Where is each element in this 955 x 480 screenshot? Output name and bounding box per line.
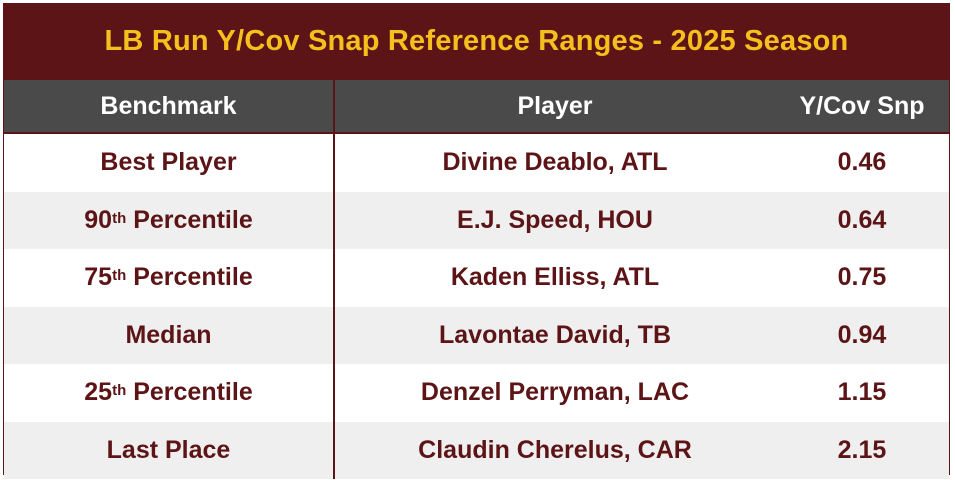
value-cell: 0.94 xyxy=(837,320,887,349)
benchmark-label: 75 xyxy=(84,263,113,292)
header-benchmark: Benchmark xyxy=(4,80,335,132)
table-row: Median Lavontae David, TB 0.94 xyxy=(4,306,949,364)
benchmark-suffix: Percentile xyxy=(126,263,253,292)
player-cell: Kaden Elliss, ATL xyxy=(450,263,660,292)
benchmark-cell: Best Player xyxy=(4,134,335,192)
header-value: Y/Cov Snp xyxy=(799,91,925,120)
header-row: Benchmark Player Y/Cov Snp xyxy=(4,79,949,134)
player-cell: E.J. Speed, HOU xyxy=(457,205,653,234)
value-cell: 0.46 xyxy=(837,148,887,177)
value-cell: 2.15 xyxy=(837,435,887,464)
benchmark-label: Median xyxy=(125,320,212,349)
player-cell: Divine Deablo, ATL xyxy=(442,148,668,177)
benchmark-superscript: th xyxy=(112,209,127,227)
benchmark-cell: Last Place xyxy=(4,421,335,479)
player-cell: Claudin Cherelus, CAR xyxy=(418,435,692,464)
player-cell: Lavontae David, TB xyxy=(439,320,671,349)
reference-table: LB Run Y/Cov Snap Reference Ranges - 202… xyxy=(3,3,950,479)
benchmark-superscript: th xyxy=(112,382,127,400)
value-cell: 0.64 xyxy=(837,205,887,234)
value-cell: 1.15 xyxy=(837,378,887,407)
table-title: LB Run Y/Cov Snap Reference Ranges - 202… xyxy=(104,25,849,57)
benchmark-suffix: Percentile xyxy=(126,205,253,234)
benchmark-cell: Median xyxy=(4,306,335,364)
benchmark-label: 90 xyxy=(84,205,113,234)
title-bar: LB Run Y/Cov Snap Reference Ranges - 202… xyxy=(4,4,949,79)
benchmark-suffix: Percentile xyxy=(126,378,253,407)
table-row: Last Place Claudin Cherelus, CAR 2.15 xyxy=(4,421,949,479)
benchmark-label: Last Place xyxy=(106,435,231,464)
benchmark-label: 25 xyxy=(84,378,113,407)
value-cell: 0.75 xyxy=(837,263,887,292)
benchmark-superscript: th xyxy=(112,267,127,285)
table-row: Best Player Divine Deablo, ATL 0.46 xyxy=(4,134,949,192)
player-cell: Denzel Perryman, LAC xyxy=(420,378,690,407)
header-player: Player xyxy=(517,91,593,120)
benchmark-label: Best Player xyxy=(100,148,237,177)
